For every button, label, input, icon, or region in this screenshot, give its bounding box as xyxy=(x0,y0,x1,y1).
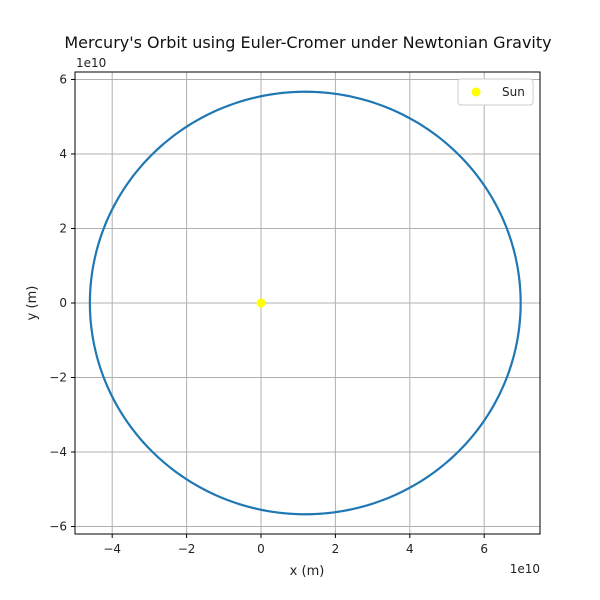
legend-label-sun: Sun xyxy=(502,85,525,99)
legend-marker-sun xyxy=(471,87,481,97)
y-tick-label: 2 xyxy=(59,221,67,235)
x-tick-label: −2 xyxy=(178,542,196,556)
x-offset-text: 1e10 xyxy=(510,562,540,576)
y-tick-label: −6 xyxy=(49,520,67,534)
chart-title: Mercury's Orbit using Euler-Cromer under… xyxy=(64,33,551,52)
y-tick-label: −2 xyxy=(49,371,67,385)
x-axis-label: x (m) xyxy=(290,564,325,579)
y-tick-label: 4 xyxy=(59,147,67,161)
legend-box xyxy=(457,78,534,106)
x-tick-label: 0 xyxy=(257,542,265,556)
legend: Sun xyxy=(457,78,534,106)
y-tick-label: 6 xyxy=(59,72,67,86)
sun-point xyxy=(256,298,266,308)
x-axis: −4 −2 0 2 4 6 xyxy=(103,534,488,556)
plot-marks xyxy=(88,90,522,516)
x-tick-label: 6 xyxy=(480,542,488,556)
y-tick-label: −4 xyxy=(49,445,67,459)
y-offset-text: 1e10 xyxy=(76,56,106,70)
y-tick-label: 0 xyxy=(59,296,67,310)
x-tick-label: −4 xyxy=(103,542,121,556)
y-axis-label: y (m) xyxy=(25,286,40,321)
x-tick-label: 2 xyxy=(332,542,340,556)
orbit-line xyxy=(88,90,522,516)
grid xyxy=(75,72,540,534)
x-tick-label: 4 xyxy=(406,542,414,556)
y-axis: −6 −4 −2 0 2 4 6 xyxy=(49,72,75,534)
